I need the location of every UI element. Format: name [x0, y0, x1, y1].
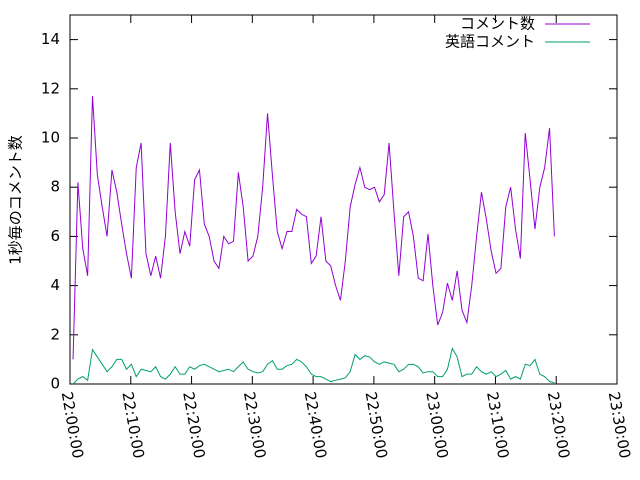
legend-label: 英語コメント — [445, 33, 535, 51]
x-tick-label: 22:40:00 — [301, 390, 330, 459]
y-tick-label: 12 — [41, 79, 60, 97]
x-tick-label: 23:00:00 — [422, 390, 451, 459]
y-tick-label: 8 — [50, 178, 60, 196]
series-line — [72, 346, 555, 385]
x-tick-label: 22:30:00 — [240, 390, 269, 459]
x-tick-label: 23:20:00 — [544, 390, 573, 459]
legend-label: コメント数 — [460, 15, 535, 33]
x-tick-label: 22:10:00 — [118, 390, 147, 459]
plot-frame — [69, 14, 618, 385]
y-tick-label: 6 — [50, 227, 60, 245]
y-tick-label: 14 — [41, 30, 60, 48]
y-tick-label: 0 — [50, 375, 60, 393]
x-tick-label: 23:10:00 — [483, 390, 512, 459]
y-tick-label: 10 — [41, 129, 60, 147]
y-tick-label: 2 — [50, 325, 60, 343]
y-tick-label: 4 — [50, 276, 60, 294]
y-axis-label: 1秒毎のコメント数 — [7, 135, 25, 265]
x-tick-label: 23:30:00 — [605, 390, 634, 459]
x-tick-label: 22:20:00 — [179, 390, 208, 459]
series-line — [72, 96, 555, 360]
x-tick-label: 22:50:00 — [362, 390, 391, 459]
x-tick-label: 22:00:00 — [58, 390, 87, 459]
